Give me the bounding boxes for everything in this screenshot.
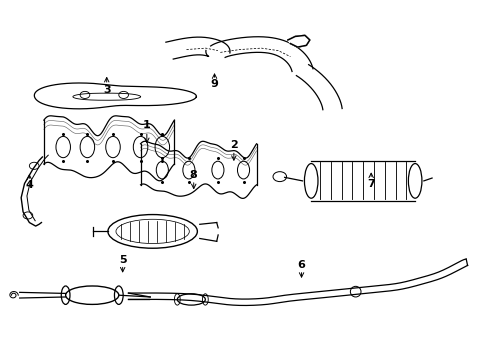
- Text: 7: 7: [366, 179, 374, 189]
- Text: 1: 1: [142, 120, 150, 130]
- Text: 5: 5: [119, 255, 126, 265]
- Text: 2: 2: [229, 140, 237, 149]
- Text: 8: 8: [189, 170, 197, 180]
- Polygon shape: [287, 35, 309, 47]
- Text: 3: 3: [102, 85, 110, 95]
- Text: 9: 9: [210, 79, 218, 89]
- Text: 6: 6: [297, 260, 305, 270]
- Text: 4: 4: [25, 180, 33, 190]
